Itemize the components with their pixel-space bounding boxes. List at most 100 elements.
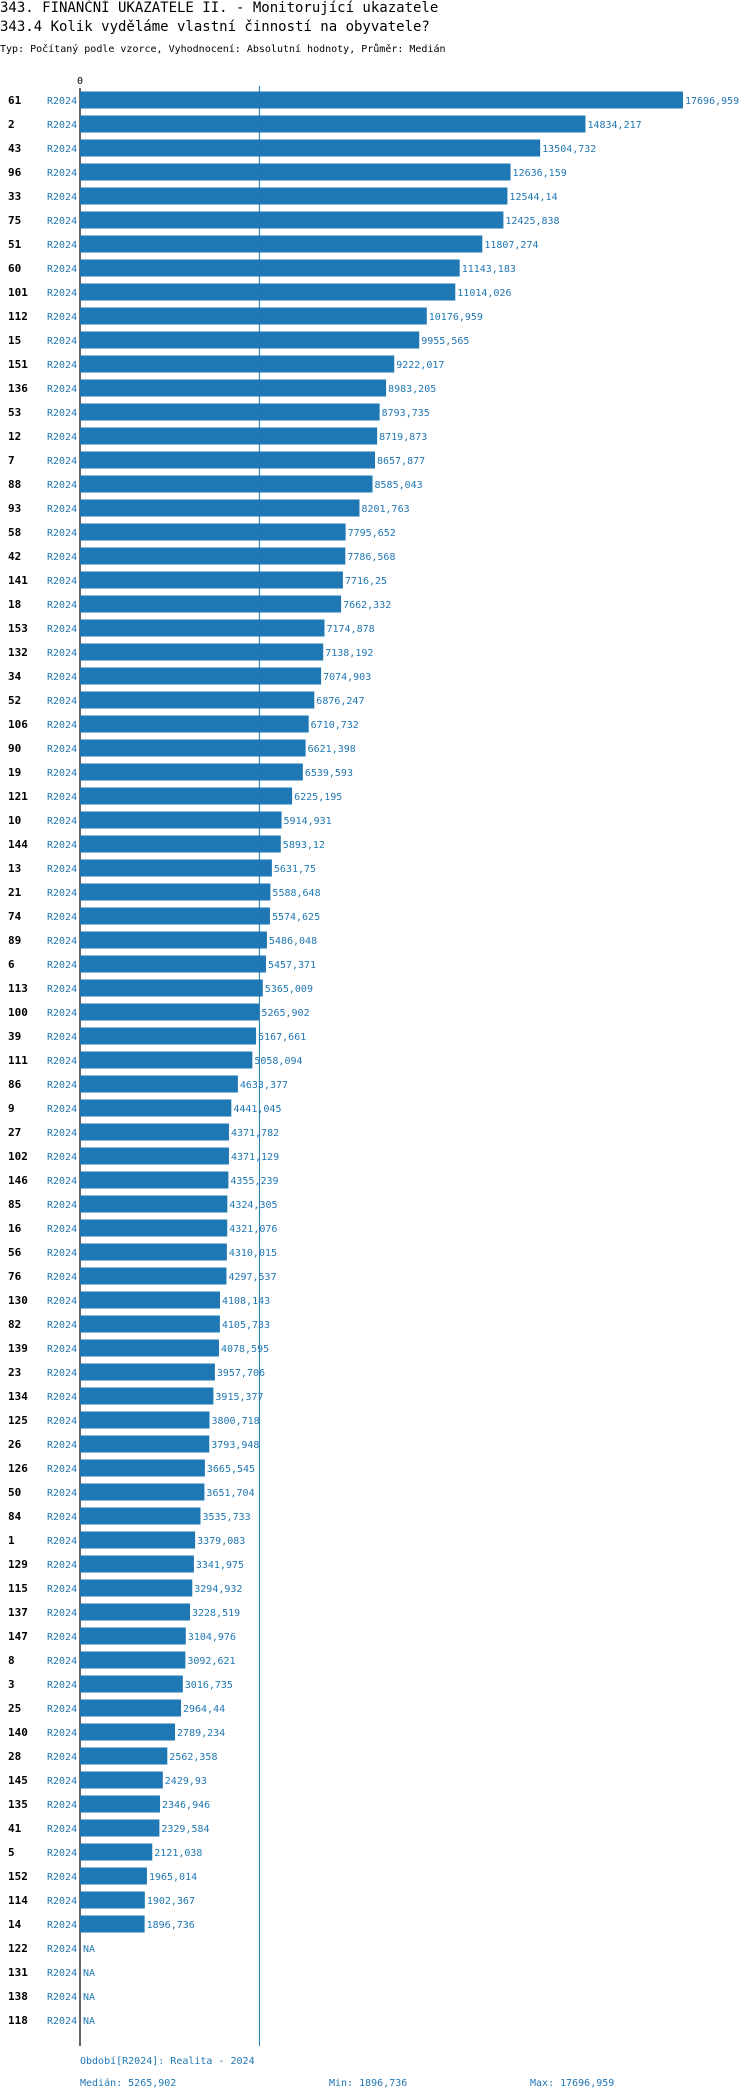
bar-value-label: 4371,129 [231, 1152, 279, 1163]
row-period-label: R2024 [47, 96, 77, 107]
row-id-label: 21 [8, 886, 22, 899]
bar [80, 499, 360, 517]
row-period-label: R2024 [47, 1392, 77, 1403]
bar-value-label: 7174,878 [326, 624, 374, 635]
row-period-label: R2024 [47, 168, 77, 179]
row-id-label: 125 [8, 1414, 28, 1427]
row-period-label: R2024 [47, 1128, 77, 1139]
row-id-label: 53 [8, 406, 21, 419]
bar [80, 931, 267, 949]
row-id-label: 26 [8, 1438, 22, 1451]
row-period-label: R2024 [47, 624, 77, 635]
bar [80, 1555, 194, 1573]
bar-value-label: 5588,648 [272, 888, 320, 899]
row-id-label: 5 [8, 1846, 15, 1859]
row-id-label: 86 [8, 1078, 22, 1091]
bar [80, 1411, 210, 1429]
row-id-label: 15 [8, 334, 21, 347]
bar-value-label: 17696,959 [685, 96, 739, 107]
bar-value-label: 14834,217 [587, 120, 641, 131]
row-id-label: 132 [8, 646, 28, 659]
bar-value-label: 5058,094 [254, 1056, 302, 1067]
bar-value-label: 6621,398 [308, 744, 356, 755]
bar [80, 1195, 228, 1213]
bar [80, 715, 309, 733]
bar-value-label: 4633,377 [240, 1080, 288, 1091]
row-id-label: 145 [8, 1774, 28, 1787]
row-period-label: R2024 [47, 1080, 77, 1091]
bar-value-label: 11143,183 [462, 264, 516, 275]
bar [80, 331, 420, 349]
row-period-label: R2024 [47, 480, 77, 491]
bar-value-label: 4078,595 [221, 1344, 269, 1355]
row-period-label: R2024 [47, 1032, 77, 1043]
row-id-label: 96 [8, 166, 22, 179]
bar-value-label: 11014,026 [457, 288, 511, 299]
row-id-label: 101 [8, 286, 28, 299]
bar [80, 1291, 220, 1309]
row-period-label: R2024 [47, 504, 77, 515]
row-period-label: R2024 [47, 456, 77, 467]
row-period-label: R2024 [47, 1920, 77, 1931]
row-period-label: R2024 [47, 1488, 77, 1499]
bar [80, 739, 306, 757]
row-id-label: 10 [8, 814, 21, 827]
row-period-label: R2024 [47, 360, 77, 371]
bar-value-label: 5914,931 [284, 816, 332, 827]
bar [80, 619, 325, 637]
row-id-label: 121 [8, 790, 28, 803]
row-period-label: R2024 [47, 240, 77, 251]
row-period-label: R2024 [47, 960, 77, 971]
bar-value-label: 6876,247 [316, 696, 364, 707]
row-id-label: 147 [8, 1630, 28, 1643]
bar-value-label: 2121,038 [154, 1848, 202, 1859]
bar [80, 835, 281, 853]
row-period-label: R2024 [47, 1368, 77, 1379]
row-period-label: R2024 [47, 1704, 77, 1715]
row-period-label: R2024 [47, 120, 77, 131]
row-period-label: R2024 [47, 1272, 77, 1283]
row-period-label: R2024 [47, 696, 77, 707]
row-id-label: 25 [8, 1702, 21, 1715]
row-period-label: R2024 [47, 1656, 77, 1667]
bar [80, 859, 272, 877]
bar-value-label: 7795,652 [348, 528, 396, 539]
bar-value-label: 3793,948 [211, 1440, 259, 1451]
row-id-label: 43 [8, 142, 21, 155]
bar-value-label: 11807,274 [484, 240, 538, 251]
bar [80, 1051, 253, 1069]
bar [80, 427, 378, 445]
row-id-label: 106 [8, 718, 28, 731]
row-period-label: R2024 [47, 216, 77, 227]
bar [80, 1867, 147, 1885]
row-id-label: 76 [8, 1270, 22, 1283]
row-period-label: R2024 [47, 1776, 77, 1787]
row-id-label: 131 [8, 1966, 28, 1979]
bar-value-label: 8793,735 [382, 408, 430, 419]
row-id-label: 8 [8, 1654, 15, 1667]
bar-value-label: 8983,205 [388, 384, 436, 395]
row-id-label: 85 [8, 1198, 21, 1211]
row-period-label: R2024 [47, 192, 77, 203]
row-id-label: 112 [8, 310, 28, 323]
row-id-label: 88 [8, 478, 21, 491]
row-period-label: R2024 [47, 840, 77, 851]
row-id-label: 7 [8, 454, 15, 467]
bar-value-label: 5486,048 [269, 936, 317, 947]
row-period-label: R2024 [47, 672, 77, 683]
bar [80, 787, 293, 805]
bar-value-label: 1902,367 [147, 1896, 195, 1907]
bar [80, 1243, 227, 1261]
bar-value-label: 3294,932 [194, 1584, 242, 1595]
bar-value-label: 4321,076 [229, 1224, 277, 1235]
row-period-label: R2024 [47, 1512, 77, 1523]
row-id-label: 140 [8, 1726, 28, 1739]
bar [80, 1747, 168, 1765]
row-id-label: 51 [8, 238, 22, 251]
row-period-label: R2024 [47, 1824, 77, 1835]
row-period-label: R2024 [47, 1464, 77, 1475]
row-id-label: 136 [8, 382, 28, 395]
row-id-label: 9 [8, 1102, 15, 1115]
row-period-label: R2024 [47, 1536, 77, 1547]
row-period-label: R2024 [47, 600, 77, 611]
